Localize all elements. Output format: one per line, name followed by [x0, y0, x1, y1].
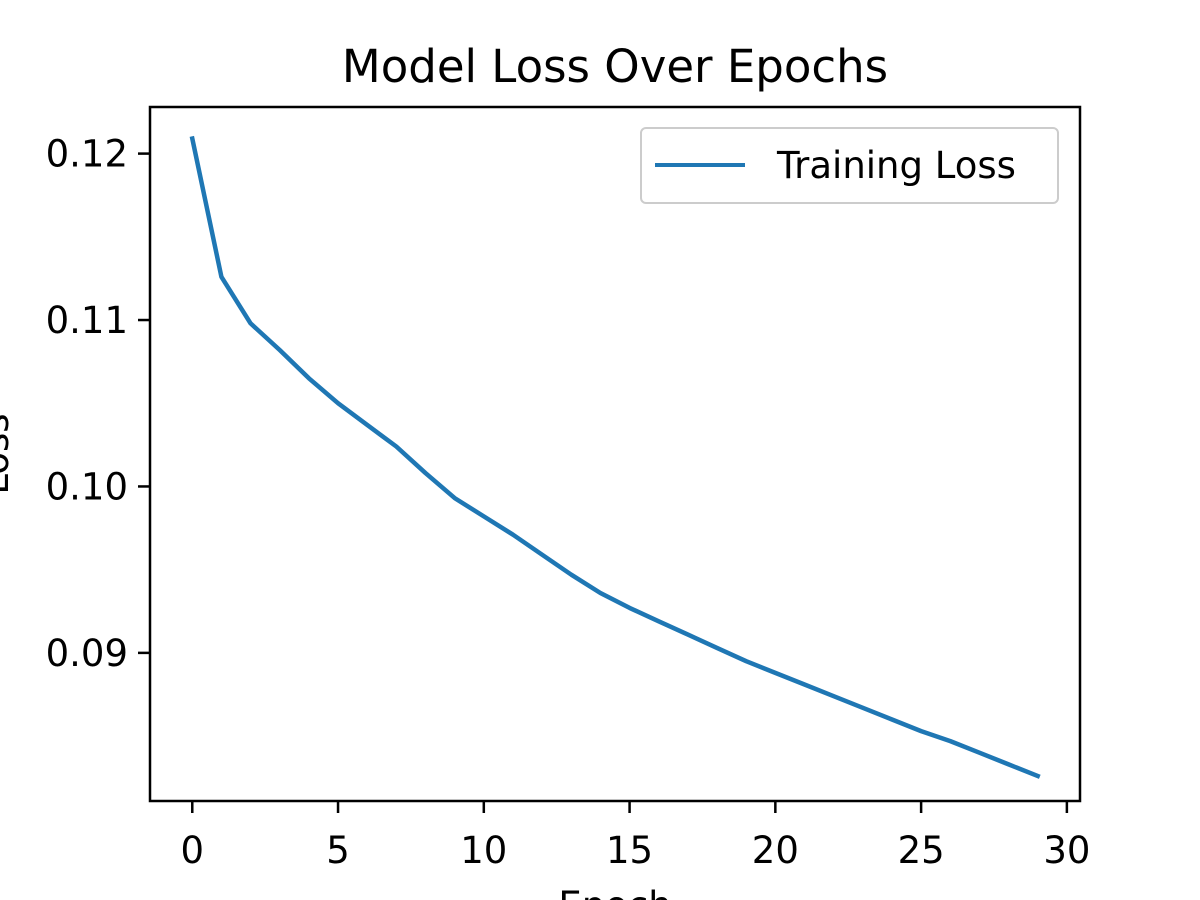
series-line-training-loss: [189, 135, 1041, 779]
x-tick-label: 30: [1043, 829, 1090, 872]
legend-label-training-loss: Training Loss: [776, 144, 1016, 187]
y-tick-label: 0.11: [46, 299, 128, 342]
x-tick-label: 5: [326, 829, 350, 872]
legend-box: [640, 127, 1059, 204]
x-axis-ticks: 0 5 10 15 20 25 30: [180, 801, 1090, 872]
y-tick-label: 0.09: [46, 632, 128, 675]
y-axis-ticks: 0.09 0.10 0.11 0.12: [46, 133, 150, 675]
legend: Training Loss: [640, 127, 1059, 204]
x-tick-label: 15: [606, 829, 653, 872]
chart-title: Model Loss Over Epochs: [342, 40, 888, 93]
x-tick-label: 25: [898, 829, 945, 872]
plot-area-frame: [148, 105, 1082, 803]
x-tick-label: 0: [180, 829, 204, 872]
y-axis-label: Loss: [0, 413, 17, 494]
x-tick-label: 10: [460, 829, 507, 872]
x-tick-label: 20: [752, 829, 799, 872]
x-axis-label: Epoch: [558, 884, 671, 900]
y-tick-label: 0.10: [46, 465, 128, 508]
series-layer: [189, 135, 1041, 779]
y-tick-label: 0.12: [46, 133, 128, 176]
